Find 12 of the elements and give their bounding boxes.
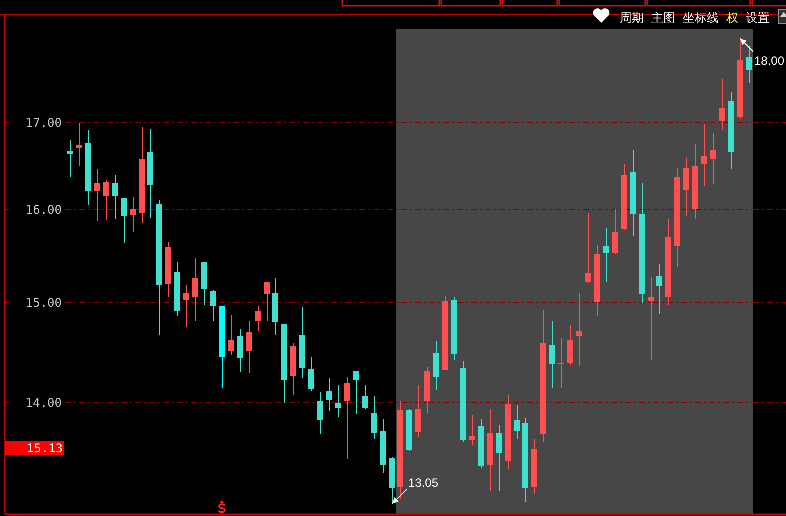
ytick-label: 17.00 xyxy=(26,116,62,130)
toolbar-item: 周期 xyxy=(620,11,644,25)
annotation: 13.05 xyxy=(408,476,439,490)
toolbar-item: 权 xyxy=(726,11,738,25)
ytick-label: 15.00 xyxy=(26,296,62,310)
toolbar-item: 设置 xyxy=(746,11,770,25)
toolbar-item: 坐标线 xyxy=(683,11,719,25)
ytick-label: 14.00 xyxy=(26,396,62,410)
price-tag: 15.13 xyxy=(6,441,64,456)
toolbar-item: 主图 xyxy=(652,11,676,25)
ytick-label: 16.00 xyxy=(26,203,62,217)
annotation: 18.00 xyxy=(754,54,785,68)
